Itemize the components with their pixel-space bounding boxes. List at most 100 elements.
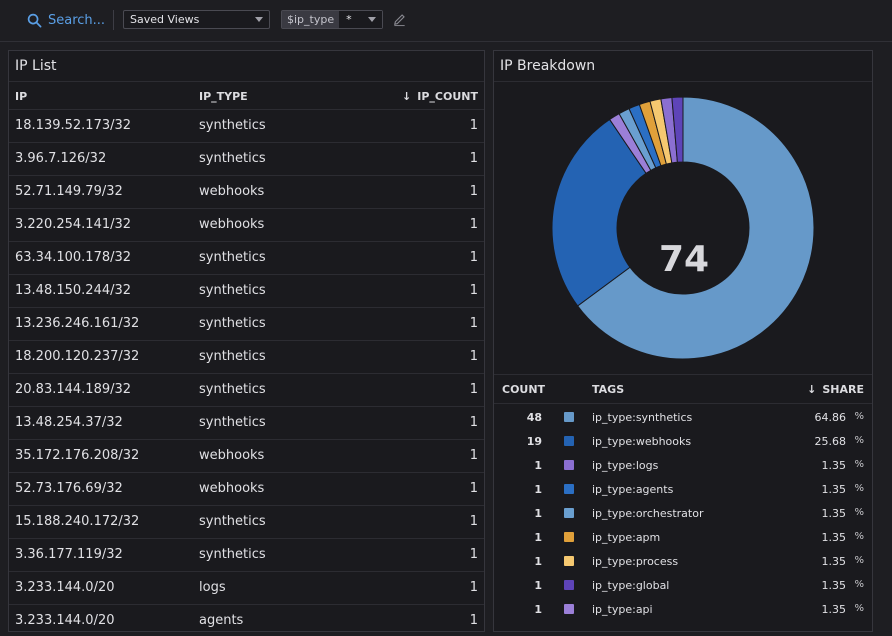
legend-count: 19 xyxy=(526,435,542,448)
legend-percent-sign: % xyxy=(854,579,864,590)
cell-ip: 15.188.240.172/32 xyxy=(15,514,140,529)
legend-percent-sign: % xyxy=(854,555,864,566)
table-row[interactable]: 18.139.52.173/32 synthetics 1 xyxy=(9,110,484,143)
saved-views-label: Saved Views xyxy=(130,13,200,26)
cell-ip-count: 1 xyxy=(469,184,478,199)
template-variable-ip-type[interactable]: $ip_type * xyxy=(281,10,384,29)
cell-ip-count: 1 xyxy=(469,118,478,133)
legend-item[interactable]: 1 ip_type:agents 1.35% xyxy=(494,478,872,502)
cell-ip-count: 1 xyxy=(469,382,478,397)
cell-ip: 18.139.52.173/32 xyxy=(15,118,132,133)
legend-share: 1.35 xyxy=(821,603,847,616)
cell-ip-count: 1 xyxy=(469,415,478,430)
table-row[interactable]: 13.48.150.244/32 synthetics 1 xyxy=(9,275,484,308)
donut-total: 74 xyxy=(658,239,710,280)
cell-ip-count: 1 xyxy=(469,349,478,364)
table-body: 18.139.52.173/32 synthetics 1 3.96.7.126/32… xyxy=(9,110,484,631)
legend-item[interactable]: 19 ip_type:webhooks 25.68% xyxy=(494,430,872,454)
cell-ip: 13.236.246.161/32 xyxy=(15,316,140,331)
donut-svg xyxy=(551,96,815,360)
search-label: Search... xyxy=(48,12,106,28)
legend-percent-sign: % xyxy=(854,603,864,614)
legend-percent-sign: % xyxy=(854,459,864,470)
table-row[interactable]: 52.73.176.69/32 webhooks 1 xyxy=(9,473,484,506)
table-row[interactable]: 35.172.176.208/32 webhooks 1 xyxy=(9,440,484,473)
legend-swatch xyxy=(564,580,574,590)
legend-swatch xyxy=(564,412,574,422)
search-icon xyxy=(27,13,42,27)
table-row[interactable]: 3.36.177.119/32 synthetics 1 xyxy=(9,539,484,572)
table-row[interactable]: 3.96.7.126/32 synthetics 1 xyxy=(9,143,484,176)
cell-ip-count: 1 xyxy=(469,613,478,628)
table-row[interactable]: 3.220.254.141/32 webhooks 1 xyxy=(9,209,484,242)
table-header: IP IP_TYPE ↓ IP_COUNT xyxy=(9,82,484,110)
legend-tag: ip_type:process xyxy=(592,555,679,568)
table-row[interactable]: 20.83.144.189/32 synthetics 1 xyxy=(9,374,484,407)
cell-ip-count: 1 xyxy=(469,448,478,463)
legend-header-count[interactable]: COUNT xyxy=(502,383,546,396)
table-row[interactable]: 18.200.120.237/32 synthetics 1 xyxy=(9,341,484,374)
table-row[interactable]: 52.71.149.79/32 webhooks 1 xyxy=(9,176,484,209)
legend-share: 1.35 xyxy=(821,459,847,472)
legend-tag: ip_type:orchestrator xyxy=(592,507,704,520)
legend-percent-sign: % xyxy=(854,411,864,422)
legend-swatch xyxy=(564,484,574,494)
legend-item[interactable]: 1 ip_type:apm 1.35% xyxy=(494,526,872,550)
table-row[interactable]: 63.34.100.178/32 synthetics 1 xyxy=(9,242,484,275)
legend-item[interactable]: 1 ip_type:global 1.35% xyxy=(494,574,872,598)
legend-item[interactable]: 1 ip_type:orchestrator 1.35% xyxy=(494,502,872,526)
search-button[interactable]: Search... xyxy=(27,9,105,31)
table-row[interactable]: 3.233.144.0/20 logs 1 xyxy=(9,572,484,605)
donut-slice-synthetics[interactable] xyxy=(576,96,815,360)
legend-share: 64.86 xyxy=(814,411,847,424)
cell-ip-type: synthetics xyxy=(199,547,266,562)
cell-ip-count: 1 xyxy=(469,580,478,595)
donut-slice-global[interactable] xyxy=(671,96,684,163)
legend-header-share[interactable]: ↓ SHARE xyxy=(807,383,864,396)
table-row[interactable]: 13.236.246.161/32 synthetics 1 xyxy=(9,308,484,341)
cell-ip-type: webhooks xyxy=(199,184,265,199)
cell-ip-type: webhooks xyxy=(199,448,265,463)
cell-ip-count: 1 xyxy=(469,514,478,529)
cell-ip-type: synthetics xyxy=(199,415,266,430)
cell-ip-type: synthetics xyxy=(199,151,266,166)
widget-title: IP List xyxy=(9,51,484,82)
cell-ip: 18.200.120.237/32 xyxy=(15,349,140,364)
legend-swatch xyxy=(564,508,574,518)
legend-share: 1.35 xyxy=(821,531,847,544)
donut-slice-webhooks[interactable] xyxy=(551,118,647,307)
legend-item[interactable]: 1 ip_type:process 1.35% xyxy=(494,550,872,574)
legend-item[interactable]: 1 ip_type:logs 1.35% xyxy=(494,454,872,478)
table-row[interactable]: 15.188.240.172/32 synthetics 1 xyxy=(9,506,484,539)
legend-swatch xyxy=(564,556,574,566)
cell-ip-count: 1 xyxy=(469,217,478,232)
legend-tag: ip_type:agents xyxy=(592,483,674,496)
cell-ip: 20.83.144.189/32 xyxy=(15,382,132,397)
toolbar-divider xyxy=(113,10,114,30)
legend-share: 1.35 xyxy=(821,507,847,520)
saved-views-dropdown[interactable]: Saved Views xyxy=(123,10,270,29)
template-variable-name: $ip_type xyxy=(282,11,340,28)
legend-item[interactable]: 48 ip_type:synthetics 64.86% xyxy=(494,406,872,430)
column-header-ip-count[interactable]: ↓ IP_COUNT xyxy=(402,90,478,103)
legend-header-share-label: SHARE xyxy=(822,383,864,396)
toolbar: Search... Saved Views $ip_type * xyxy=(0,0,892,42)
legend-share: 25.68 xyxy=(814,435,847,448)
legend-count: 1 xyxy=(534,579,542,592)
cell-ip-type: webhooks xyxy=(199,217,265,232)
column-header-ip-type[interactable]: IP_TYPE xyxy=(199,90,248,103)
legend-header-tags[interactable]: TAGS xyxy=(592,383,625,396)
column-header-ip[interactable]: IP xyxy=(15,90,28,103)
legend-swatch xyxy=(564,436,574,446)
column-header-ip-count-label: IP_COUNT xyxy=(417,90,478,103)
cell-ip: 3.220.254.141/32 xyxy=(15,217,132,232)
cell-ip-type: synthetics xyxy=(199,283,266,298)
legend-tag: ip_type:apm xyxy=(592,531,661,544)
table-row[interactable]: 13.48.254.37/32 synthetics 1 xyxy=(9,407,484,440)
table-row[interactable]: 3.233.144.0/20 agents 1 xyxy=(9,605,484,631)
template-variable-value-dropdown[interactable]: * xyxy=(339,11,383,28)
legend-item[interactable]: 1 ip_type:api 1.35% xyxy=(494,598,872,622)
legend-header: COUNT TAGS ↓ SHARE xyxy=(494,375,872,404)
cell-ip-count: 1 xyxy=(469,547,478,562)
pencil-icon[interactable] xyxy=(392,12,407,27)
